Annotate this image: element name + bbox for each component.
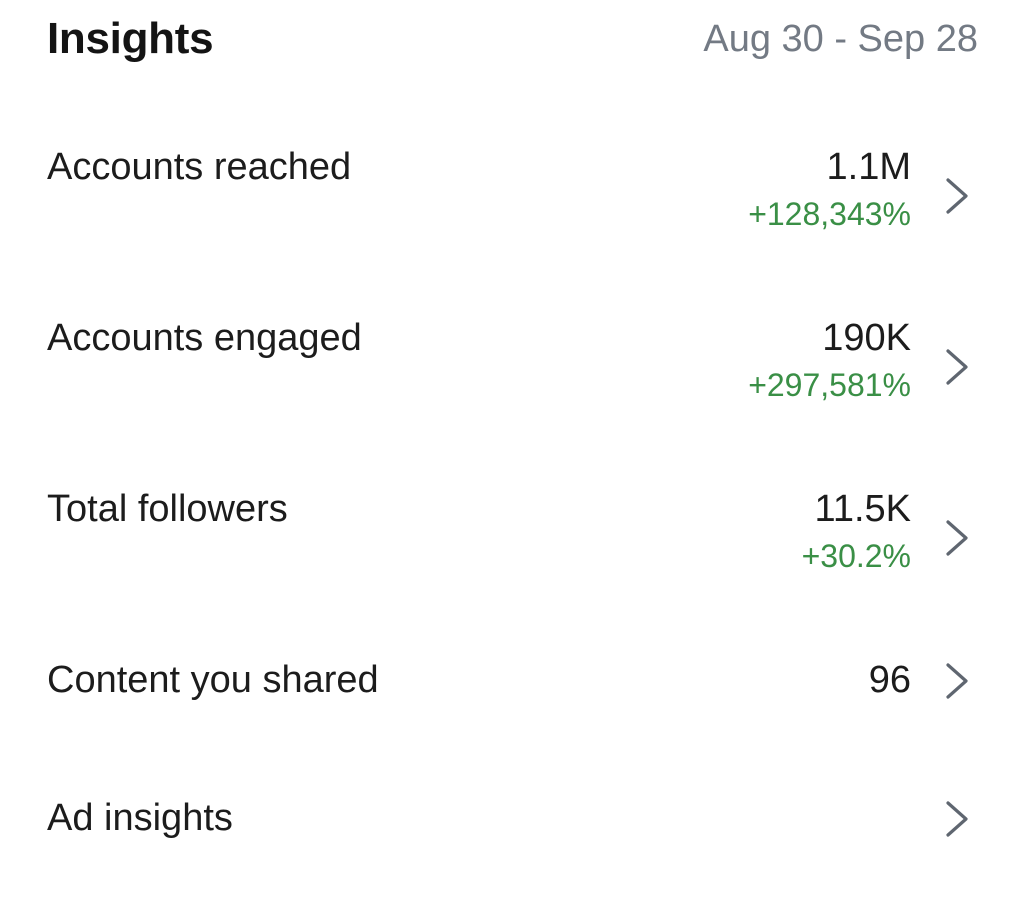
row-content-shared[interactable]: Content you shared 96 (0, 659, 1024, 769)
row-label: Accounts engaged (47, 317, 362, 359)
row-value: 96 (868, 659, 911, 701)
row-change: +30.2% (801, 538, 911, 574)
row-ad-insights[interactable]: Ad insights (0, 797, 1024, 907)
row-label: Ad insights (47, 797, 233, 839)
page-title: Insights (47, 14, 214, 63)
chevron-right-icon (940, 345, 972, 389)
row-total-followers[interactable]: Total followers 11.5K +30.2% (0, 488, 1024, 598)
row-value: 1.1M (826, 146, 911, 188)
row-label: Accounts reached (47, 146, 352, 188)
chevron-right-icon (940, 797, 972, 841)
date-range[interactable]: Aug 30 - Sep 28 (703, 18, 978, 60)
row-label: Total followers (47, 488, 288, 530)
row-value: 11.5K (814, 488, 911, 530)
chevron-right-icon (940, 659, 972, 703)
chevron-right-icon (940, 174, 972, 218)
row-value: 190K (822, 317, 911, 359)
row-accounts-engaged[interactable]: Accounts engaged 190K +297,581% (0, 317, 1024, 427)
row-accounts-reached[interactable]: Accounts reached 1.1M +128,343% (0, 146, 1024, 256)
insights-header: Insights Aug 30 - Sep 28 (47, 14, 978, 74)
row-change: +297,581% (748, 367, 911, 403)
chevron-right-icon (940, 516, 972, 560)
row-label: Content you shared (47, 659, 379, 701)
row-change: +128,343% (748, 196, 911, 232)
